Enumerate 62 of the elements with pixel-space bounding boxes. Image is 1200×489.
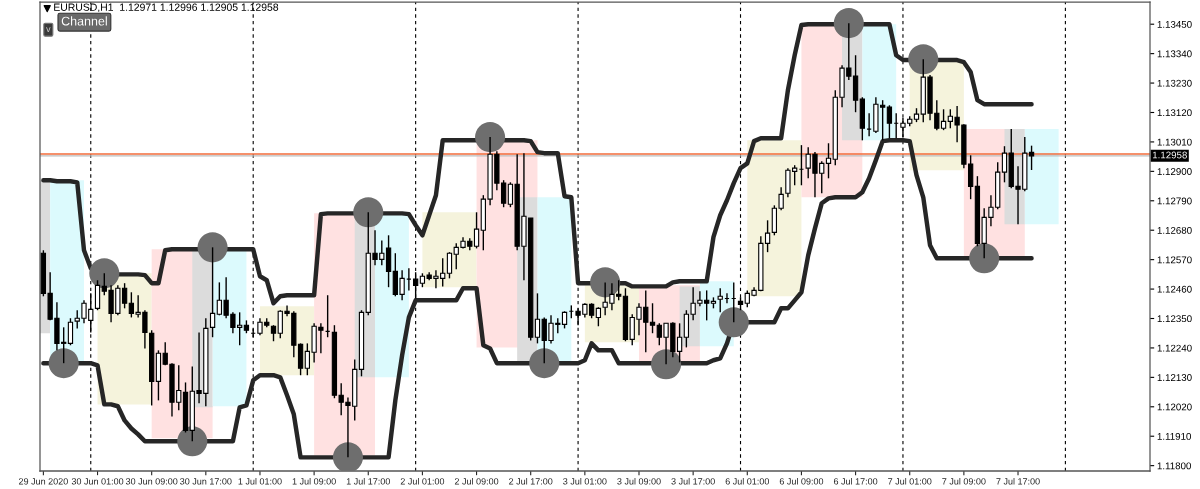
x-tick-label: 1 Jul 09:00 — [292, 477, 336, 485]
candlestick — [446, 251, 453, 280]
x-tick-label: 3 Jul 17:00 — [671, 477, 715, 485]
candlestick — [595, 306, 602, 327]
x-tick-label: 6 Jul 09:00 — [779, 477, 824, 485]
x-tick-label: 30 Jun 01:00 — [71, 478, 124, 485]
point — [718, 307, 749, 338]
point — [651, 349, 682, 380]
point — [177, 426, 208, 457]
y-tick-label: 1.13120 — [1157, 109, 1192, 117]
y-tick-label: 1.12570 — [1157, 256, 1192, 264]
ref-line-label: 1.12958 — [1152, 151, 1187, 159]
x-tick-label: 7 Jul 01:00 — [888, 477, 932, 485]
point — [353, 197, 384, 228]
x-tick-label: 30 Jun 09:00 — [125, 478, 178, 485]
x-tick-label: 1 Jul 01:00 — [238, 477, 282, 485]
chart-title: EURUSD,H1 1.12971 1.12996 1.12905 1.12958 — [54, 3, 279, 13]
x-tick-label: 2 Jul 01:00 — [400, 477, 445, 485]
y-tick-label: 1.13230 — [1157, 79, 1192, 87]
x-tick-label: 1 Jul 17:00 — [346, 477, 390, 485]
point — [48, 348, 79, 379]
point — [529, 348, 560, 379]
annotation: Channel — [61, 16, 107, 26]
point — [908, 44, 939, 75]
x-tick-label: 2 Jul 17:00 — [509, 477, 553, 485]
y-tick-label: 1.11800 — [1157, 462, 1191, 470]
point — [475, 122, 506, 153]
x-tick-label: 7 Jul 09:00 — [942, 477, 986, 485]
candlestick — [886, 104, 893, 139]
y-tick-label: 1.12790 — [1157, 197, 1192, 205]
candlestick — [94, 279, 101, 311]
candlestick — [412, 271, 419, 300]
annotation: v — [46, 27, 51, 33]
x-tick-label: 30 Jun 17:00 — [180, 478, 232, 485]
candlestick — [209, 246, 216, 338]
y-tick-label: 1.12240 — [1157, 344, 1192, 352]
x-tick-label: 29 Jun 2020 — [18, 478, 68, 485]
y-tick-label: 1.12350 — [1157, 315, 1192, 323]
x-tick-label: 3 Jul 01:00 — [563, 477, 607, 485]
point — [197, 232, 228, 263]
y-tick-label: 1.12680 — [1157, 226, 1192, 234]
y-tick-label: 1.12460 — [1157, 285, 1192, 293]
candlestick — [1001, 145, 1008, 184]
y-tick-label: 1.12020 — [1157, 403, 1192, 411]
x-tick-label: 6 Jul 01:00 — [725, 477, 770, 485]
point — [833, 8, 864, 39]
y-tick-label: 1.13340 — [1157, 50, 1192, 58]
y-tick-label: 1.11910 — [1157, 432, 1191, 440]
candlestick — [825, 142, 832, 180]
point — [969, 243, 1000, 274]
candlestick — [67, 317, 74, 346]
y-tick-label: 1.12130 — [1157, 374, 1192, 381]
y-tick-label: 1.12900 — [1157, 168, 1192, 175]
x-tick-label: 3 Jul 09:00 — [617, 477, 661, 485]
point — [332, 442, 364, 471]
x-tick-label: 7 Jul 17:00 — [996, 477, 1040, 485]
point — [89, 258, 120, 289]
x-tick-label: 2 Jul 09:00 — [454, 477, 499, 485]
y-tick-label: 1.13010 — [1157, 138, 1192, 146]
x-tick-label: 6 Jul 17:00 — [833, 477, 878, 485]
candlestick — [717, 287, 723, 314]
y-tick-label: 1.13450 — [1157, 20, 1192, 28]
